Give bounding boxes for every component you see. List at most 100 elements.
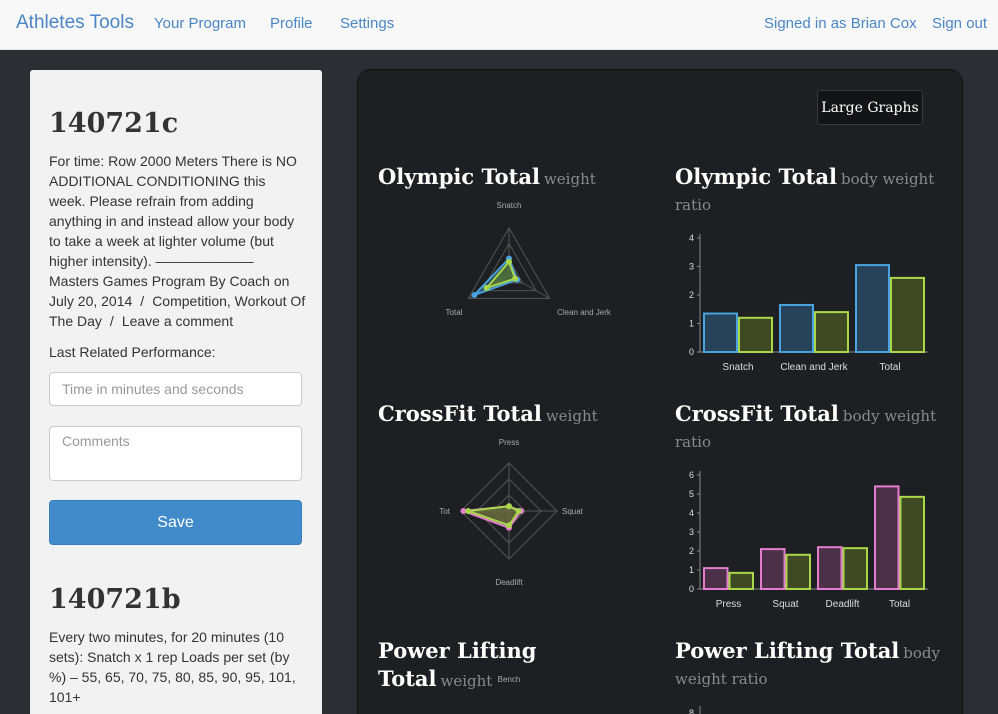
chart-title-sub: weight (545, 407, 598, 425)
chart-title-sub: weight (440, 672, 493, 690)
chart-title-main: CrossFit Total (378, 401, 542, 426)
leave-comment-link[interactable]: Leave a comment (121, 313, 234, 329)
radar-point (465, 508, 472, 514)
chart-title-crossfit-ratio: CrossFit Total body weight ratio (675, 401, 945, 455)
workout-categories-link[interactable]: Competition, Workout Of The Day (49, 293, 306, 329)
workout-description: Every two minutes, for 20 minutes (10 se… (49, 629, 296, 705)
bar (760, 548, 786, 591)
workout-panel: 140721c For time: Row 2000 Meters There … (30, 70, 322, 714)
chart-title-sub: body weight ratio (675, 170, 935, 214)
radar-point (506, 255, 512, 262)
radar-grid-ring (467, 227, 551, 299)
radar-point (460, 508, 467, 514)
chart-title-olympic-ratio: Olympic Total body weight ratio (675, 164, 945, 218)
bar (703, 312, 738, 353)
radar-grid-ring (476, 478, 542, 544)
chart-title-main: Power Lifting Total (378, 638, 537, 691)
chart-title-olympic-weight: Olympic Total weight (378, 164, 648, 192)
x-tick-label: Total (879, 362, 900, 373)
radar-point (514, 276, 521, 283)
y-tick-label: 5 (689, 489, 694, 499)
y-tick-label: 4 (689, 508, 694, 518)
bar (842, 547, 868, 590)
radar-grid-ring (460, 462, 558, 560)
chart-title-sub: body weight ratio (675, 407, 937, 451)
last-performance-label: Last Related Performance: (49, 344, 216, 360)
radar-axis-label: Press (499, 438, 519, 447)
radar-axis-label: Clean and Jerk (557, 308, 612, 317)
radar-point (506, 503, 512, 510)
y-tick-label: 2 (689, 546, 694, 556)
y-tick-label: 6 (689, 470, 694, 480)
x-tick-label: Deadlift (826, 599, 860, 610)
radar-point (483, 284, 490, 291)
radar-axis-label: Snatch (497, 201, 522, 210)
bar (814, 311, 849, 354)
workout-description: For time: Row 2000 Meters There is NO AD… (49, 153, 297, 289)
bar (779, 303, 814, 354)
y-tick-label: 8 (689, 708, 694, 714)
radar-point (512, 275, 519, 282)
radar-grid-ring (480, 242, 538, 292)
radar-axis-label: Deadlift (495, 578, 523, 587)
chart-title-main: CrossFit Total (675, 401, 839, 426)
radar-point (506, 258, 512, 265)
radar-axis-line (508, 274, 550, 299)
y-tick-label: 1 (689, 319, 694, 329)
radar-series-area (463, 505, 523, 530)
workout-meta: July 20, 2014/Competition, Workout Of Th… (49, 293, 306, 329)
y-tick-label: 0 (689, 347, 694, 357)
nav-profile[interactable]: Profile (270, 15, 313, 32)
radar-axis-label: Total (446, 308, 463, 317)
chart-title-main: Olympic Total (378, 164, 540, 189)
radar-axis-label: Squat (562, 507, 584, 516)
bar (703, 567, 729, 591)
sign-out-link[interactable]: Sign out (932, 15, 988, 32)
radar-axis-line (468, 274, 510, 299)
x-tick-label: Squat (772, 599, 798, 610)
bar (874, 485, 900, 590)
y-tick-label: 2 (689, 290, 694, 300)
nav-settings[interactable]: Settings (340, 15, 395, 32)
x-tick-label: Snatch (722, 362, 753, 373)
radar-grid-ring (492, 494, 526, 528)
y-tick-label: 4 (689, 233, 694, 243)
radar-series-area (467, 505, 521, 527)
time-input[interactable] (49, 372, 302, 406)
y-tick-label: 0 (689, 584, 694, 594)
x-tick-label: Press (716, 599, 742, 610)
chart-title-sub: body weight ratio (675, 644, 940, 688)
bar (855, 264, 890, 353)
radar-series-area (483, 259, 517, 291)
navbar: Athletes Tools Your Program Profile Sett… (0, 0, 998, 50)
workout-date-link[interactable]: July 20, 2014 (49, 293, 133, 309)
x-tick-label: Total (889, 599, 910, 610)
y-tick-label: 3 (689, 527, 694, 537)
y-tick-label: 3 (689, 262, 694, 272)
workout-title: 140721b (49, 584, 181, 615)
save-button[interactable]: Save (49, 500, 302, 545)
y-tick-label: 1 (689, 565, 694, 575)
chart-title-main: Olympic Total (675, 164, 837, 189)
radar-point (518, 508, 524, 514)
radar-axis-label: Tot (439, 507, 450, 516)
chart-title-powerlifting-weight: Power Lifting Total weight (378, 638, 648, 694)
brand-link[interactable]: Athletes Tools (16, 12, 134, 33)
radar-point (506, 522, 512, 529)
radar-point (515, 508, 522, 514)
bar (738, 316, 773, 354)
chart-title-sub: weight (543, 170, 596, 188)
large-graphs-button[interactable]: Large Graphs (817, 90, 923, 125)
chart-title-main: Power Lifting Total (675, 638, 900, 663)
bar (890, 276, 925, 353)
comments-textarea[interactable] (49, 426, 302, 481)
radar-series-area (473, 256, 519, 296)
signed-in-user-link[interactable]: Signed in as Brian Cox (764, 15, 917, 32)
chart-title-powerlifting-ratio: Power Lifting Total body weight ratio (675, 638, 945, 692)
nav-your-program[interactable]: Your Program (154, 15, 246, 32)
x-tick-label: Clean and Jerk (780, 362, 848, 373)
bar (899, 495, 925, 591)
workout-title: 140721c (49, 108, 179, 139)
radar-point (471, 291, 478, 298)
radar-grid-ring (494, 258, 524, 284)
